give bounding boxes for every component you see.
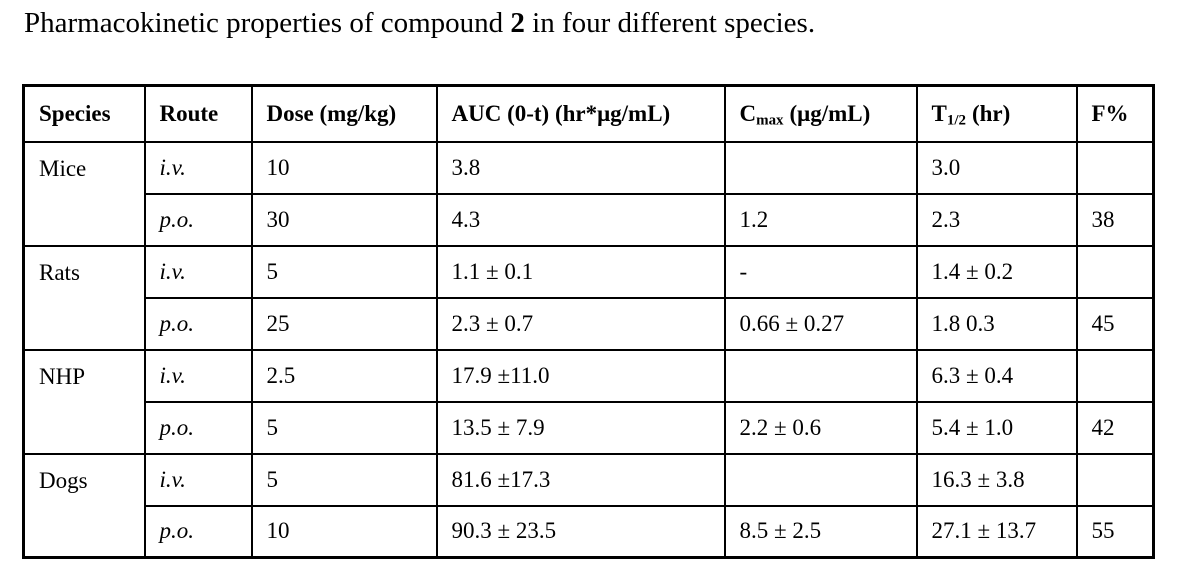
cmax-cell bbox=[723, 452, 918, 507]
auc-cell: 3.8 bbox=[435, 140, 726, 195]
f-cell bbox=[1075, 244, 1155, 299]
route-cell: i.v. bbox=[143, 140, 253, 195]
route-cell: i.v. bbox=[143, 244, 253, 299]
route-cell: p.o. bbox=[143, 192, 253, 247]
auc-cell: 2.3 ± 0.7 bbox=[435, 296, 726, 351]
f-cell bbox=[1075, 348, 1155, 403]
auc-cell: 4.3 bbox=[435, 192, 726, 247]
f-cell: 42 bbox=[1075, 400, 1155, 455]
header-row: Species Route Dose (mg/kg) AUC (0-t) (hr… bbox=[22, 84, 1155, 143]
dose-cell: 10 bbox=[250, 140, 438, 195]
species-cell-mice: Mice bbox=[22, 140, 146, 247]
cmax-subscript: max bbox=[756, 112, 784, 129]
dose-cell: 25 bbox=[250, 296, 438, 351]
f-cell bbox=[1075, 452, 1155, 507]
table-caption: Pharmacokinetic properties of compound 2… bbox=[24, 6, 815, 41]
auc-cell: 13.5 ± 7.9 bbox=[435, 400, 726, 455]
route-cell: p.o. bbox=[143, 400, 253, 455]
col-header-route: Route bbox=[143, 84, 253, 143]
f-cell: 38 bbox=[1075, 192, 1155, 247]
route-cell: i.v. bbox=[143, 452, 253, 507]
thalf-cell: 2.3 bbox=[915, 192, 1078, 247]
f-cell: 55 bbox=[1075, 504, 1155, 559]
route-cell: p.o. bbox=[143, 296, 253, 351]
table-row-nhp-iv: NHP i.v. 2.5 17.9 ±11.0 6.3 ± 0.4 bbox=[22, 348, 1155, 455]
thalf-cell: 5.4 ± 1.0 bbox=[915, 400, 1078, 455]
cmax-cell: 0.66 ± 0.27 bbox=[723, 296, 918, 351]
thalf-cell: 16.3 ± 3.8 bbox=[915, 452, 1078, 507]
thalf-cell: 6.3 ± 0.4 bbox=[915, 348, 1078, 403]
thalf-cell: 1.4 ± 0.2 bbox=[915, 244, 1078, 299]
table-row-mice-iv: Mice i.v. 10 3.8 3.0 bbox=[22, 140, 1155, 247]
dose-cell: 5 bbox=[250, 452, 438, 507]
cmax-symbol: C bbox=[739, 100, 757, 126]
dose-cell: 5 bbox=[250, 400, 438, 455]
cmax-cell bbox=[723, 140, 918, 195]
dose-cell: 30 bbox=[250, 192, 438, 247]
thalf-subscript: 1/2 bbox=[946, 112, 966, 129]
route-cell: p.o. bbox=[143, 504, 253, 559]
col-header-dose: Dose (mg/kg) bbox=[250, 84, 438, 143]
thalf-unit: (hr) bbox=[971, 100, 1011, 126]
table-row-nhp-po: p.o. 5 13.5 ± 7.9 2.2 ± 0.6 5.4 ± 1.0 42 bbox=[24, 400, 1155, 455]
cmax-cell: 8.5 ± 2.5 bbox=[723, 504, 918, 559]
caption-compound-number: 2 bbox=[510, 7, 525, 39]
dose-cell: 10 bbox=[250, 504, 438, 559]
col-header-auc: AUC (0-t) (hr*μg/mL) bbox=[435, 84, 726, 143]
thalf-cell: 1.8 0.3 bbox=[915, 296, 1078, 351]
table-row-mice-po: p.o. 30 4.3 1.2 2.3 38 bbox=[24, 192, 1155, 247]
caption-prefix: Pharmacokinetic properties of compound bbox=[24, 7, 511, 39]
col-header-cmax: Cmax (μg/mL) bbox=[723, 84, 918, 143]
dose-cell: 2.5 bbox=[250, 348, 438, 403]
species-cell-nhp: NHP bbox=[22, 348, 146, 455]
cmax-cell: - bbox=[723, 244, 918, 299]
route-cell: i.v. bbox=[143, 348, 253, 403]
cmax-cell: 1.2 bbox=[723, 192, 918, 247]
f-cell bbox=[1075, 140, 1155, 195]
species-cell-rats: Rats bbox=[22, 244, 146, 351]
auc-cell: 90.3 ± 23.5 bbox=[435, 504, 726, 559]
thalf-cell: 3.0 bbox=[915, 140, 1078, 195]
f-cell: 45 bbox=[1075, 296, 1155, 351]
cmax-cell: 2.2 ± 0.6 bbox=[723, 400, 918, 455]
table-row-dogs-po: p.o. 10 90.3 ± 23.5 8.5 ± 2.5 27.1 ± 13.… bbox=[24, 504, 1155, 559]
col-header-f-percent: F% bbox=[1075, 84, 1155, 143]
thalf-symbol: T bbox=[931, 100, 947, 126]
pharmacokinetics-table: Species Route Dose (mg/kg) AUC (0-t) (hr… bbox=[22, 84, 1155, 559]
cmax-unit: (μg/mL) bbox=[789, 100, 871, 126]
species-cell-dogs: Dogs bbox=[22, 452, 146, 559]
auc-cell: 1.1 ± 0.1 bbox=[435, 244, 726, 299]
auc-cell: 17.9 ±11.0 bbox=[435, 348, 726, 403]
caption-suffix: in four different species. bbox=[524, 7, 816, 39]
table-row-rats-iv: Rats i.v. 5 1.1 ± 0.1 - 1.4 ± 0.2 bbox=[22, 244, 1155, 351]
col-header-thalf: T1/2 (hr) bbox=[915, 84, 1078, 143]
thalf-cell: 27.1 ± 13.7 bbox=[915, 504, 1078, 559]
auc-cell: 81.6 ±17.3 bbox=[435, 452, 726, 507]
col-header-species: Species bbox=[22, 84, 146, 143]
dose-cell: 5 bbox=[250, 244, 438, 299]
cmax-cell bbox=[723, 348, 918, 403]
table-row-rats-po: p.o. 25 2.3 ± 0.7 0.66 ± 0.27 1.8 0.3 45 bbox=[24, 296, 1155, 351]
table-row-dogs-iv: Dogs i.v. 5 81.6 ±17.3 16.3 ± 3.8 bbox=[22, 452, 1155, 559]
